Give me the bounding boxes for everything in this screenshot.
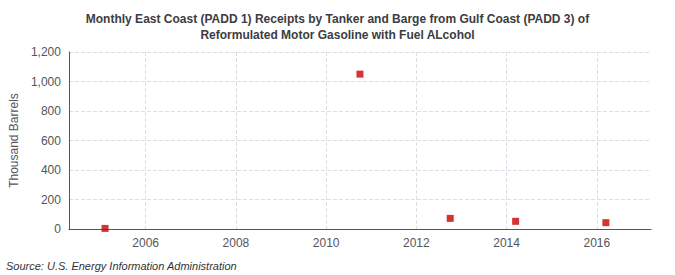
svg-text:200: 200 [41,193,61,207]
svg-text:600: 600 [41,134,61,148]
svg-text:2014: 2014 [493,236,520,250]
svg-text:800: 800 [41,104,61,118]
svg-text:1,200: 1,200 [31,45,61,59]
svg-text:2012: 2012 [403,236,430,250]
svg-text:Monthly East Coast (PADD 1) Re: Monthly East Coast (PADD 1) Receipts by … [86,12,590,26]
svg-text:Source: U.S. Energy Informatio: Source: U.S. Energy Information Administ… [6,260,237,272]
svg-text:2006: 2006 [132,236,159,250]
svg-text:2016: 2016 [584,236,611,250]
svg-text:400: 400 [41,163,61,177]
svg-text:2008: 2008 [223,236,250,250]
svg-text:2010: 2010 [313,236,340,250]
svg-text:0: 0 [54,222,61,236]
svg-text:1,000: 1,000 [31,75,61,89]
svg-text:Reformulated Motor Gasoline wi: Reformulated Motor Gasoline with Fuel AL… [200,28,474,42]
svg-text:Thousand Barrels: Thousand Barrels [7,93,21,188]
